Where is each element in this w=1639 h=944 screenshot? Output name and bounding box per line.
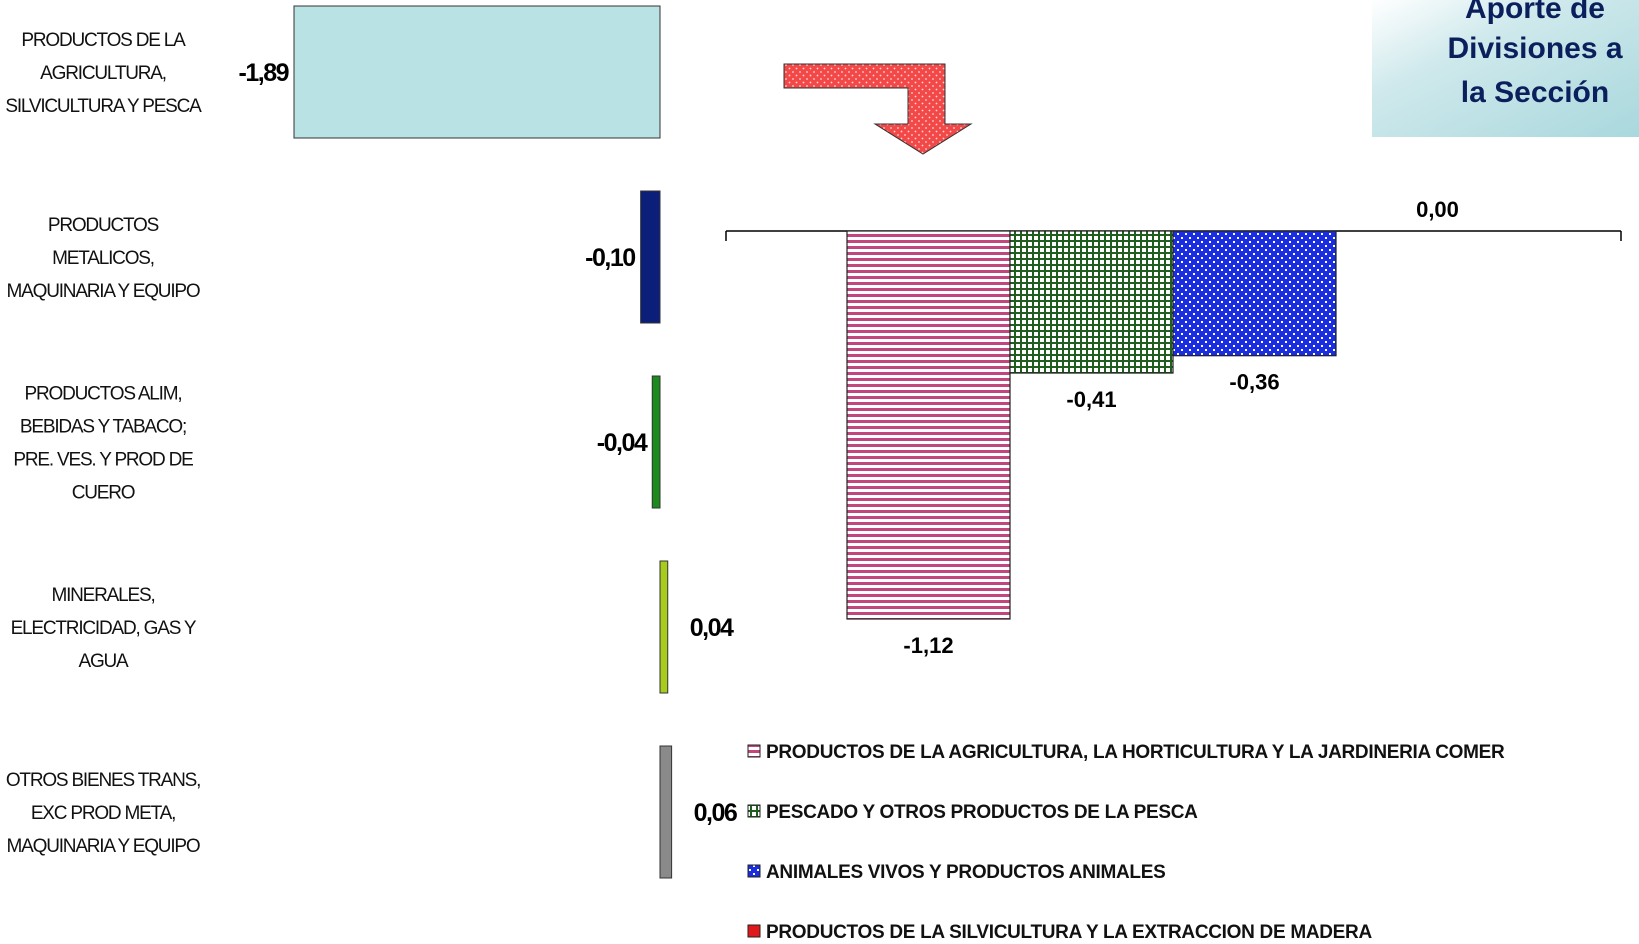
category-label-3-line-0: MINERALES, <box>51 585 154 606</box>
category-label-2-line-0: PRODUCTOS ALIM, <box>25 384 182 405</box>
category-label-3-line-2: AGUA <box>78 651 129 672</box>
bar-right-value-label-2: -0,36 <box>1229 370 1279 395</box>
bar-left-4 <box>659 745 673 879</box>
title-line-2: Divisiones a <box>1447 32 1622 65</box>
category-label-4-line-1: EXC PROD META, <box>31 803 175 824</box>
category-label-0-line-0: PRODUCTOS DE LA <box>21 30 186 51</box>
legend: PRODUCTOS DE LA AGRICULTURA, LA HORTICUL… <box>747 742 1505 943</box>
category-label-1-line-2: MAQUINARIA Y EQUIPO <box>7 281 200 302</box>
bar-left-value-label-4: 0,06 <box>694 799 737 827</box>
bar-right-value-label-3: 0,00 <box>1416 197 1459 222</box>
category-label-3-line-1: ELECTRICIDAD, GAS Y <box>11 618 197 639</box>
category-label-4-line-0: OTROS BIENES TRANS, <box>6 770 200 791</box>
bar-left-2 <box>651 375 661 509</box>
category-label-0-line-1: AGRICULTURA, <box>40 63 166 84</box>
arrow-down-right-icon <box>783 63 973 155</box>
category-label-2-line-3: CUERO <box>72 483 135 504</box>
bar-left-3 <box>659 560 669 694</box>
category-label-2-line-2: PRE. VES. Y PROD DE <box>13 450 193 471</box>
legend-swatch-2 <box>747 864 761 878</box>
bar-right-value-label-0: -1,12 <box>903 633 953 658</box>
right-vertical-bar-chart: -1,12 -0,41 -0,36 0,00 <box>725 197 1622 658</box>
title-box: Aporte de Divisiones a la Sección <box>1372 0 1639 137</box>
legend-label-1: PESCADO Y OTROS PRODUCTOS DE LA PESCA <box>766 802 1198 823</box>
bar-left-1 <box>640 190 661 324</box>
bar-left-value-label-0: -1,89 <box>239 59 289 87</box>
bar-left-value-label-2: -0,04 <box>597 429 648 457</box>
bar-right-0 <box>846 230 1011 620</box>
legend-swatch-3 <box>747 924 761 938</box>
legend-label-0: PRODUCTOS DE LA AGRICULTURA, LA HORTICUL… <box>766 742 1505 763</box>
legend-swatch-0 <box>747 744 761 758</box>
category-label-0-line-2: SILVICULTURA Y PESCA <box>5 96 202 117</box>
bar-left-value-label-3: 0,04 <box>690 614 734 642</box>
legend-label-2: ANIMALES VIVOS Y PRODUCTOS ANIMALES <box>766 862 1165 883</box>
category-label-2-line-1: BEBIDAS Y TABACO; <box>20 417 186 438</box>
left-horizontal-bar-chart: -1,89 PRODUCTOS DE LA AGRICULTURA, SILVICUL… <box>5 5 738 879</box>
bar-right-value-label-1: -0,41 <box>1066 387 1116 412</box>
title-box-background <box>1372 0 1639 137</box>
title-line-3: la Sección <box>1461 76 1609 109</box>
legend-label-3: PRODUCTOS DE LA SILVICULTURA Y LA EXTRAC… <box>766 922 1372 943</box>
bar-left-value-label-1: -0,10 <box>585 244 635 272</box>
category-label-1-line-1: METALICOS, <box>52 248 154 269</box>
bar-right-2 <box>1172 230 1337 357</box>
title-line-1: Aporte de <box>1465 0 1605 25</box>
bar-left-0 <box>293 5 661 139</box>
bar-right-1 <box>1009 230 1174 374</box>
category-label-1-line-0: PRODUCTOS <box>48 215 159 236</box>
legend-swatch-1 <box>747 804 761 818</box>
category-label-4-line-2: MAQUINARIA Y EQUIPO <box>7 836 200 857</box>
